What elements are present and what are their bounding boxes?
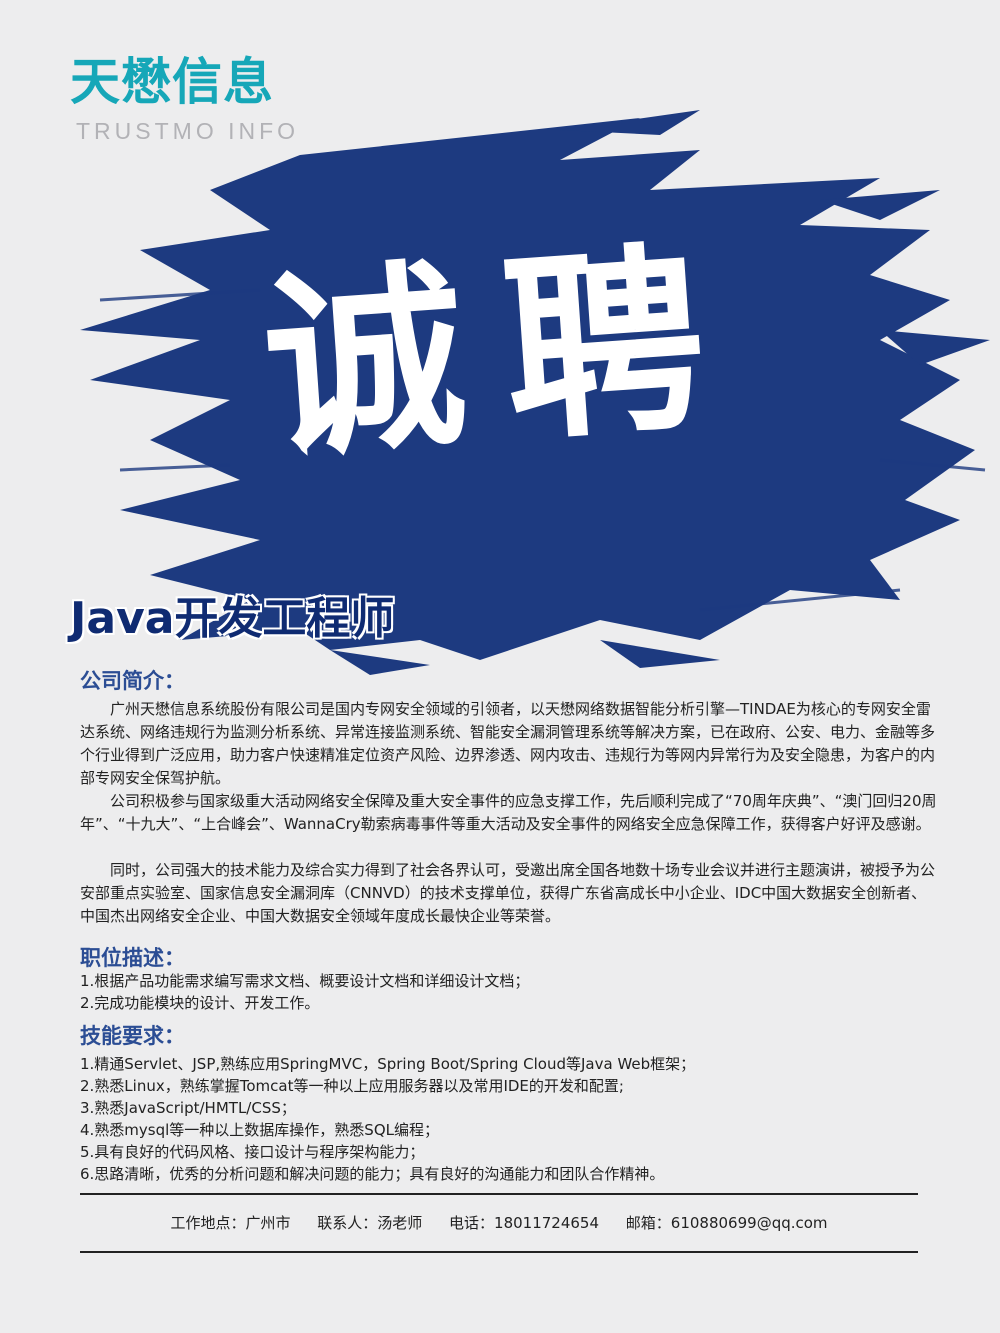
company-intro-paragraph-3: 同时，公司强大的技术能力及综合实力得到了社会各界认可，受邀出席全国各地数十场专业… [80, 861, 936, 925]
list-item: 3.熟悉JavaScript/HMTL/CSS； [80, 1099, 296, 1117]
headline-recruiting: 诚聘 [256, 218, 753, 487]
list-item: 1.根据产品功能需求编写需求文档、概要设计文档和详细设计文档； [80, 972, 530, 990]
logo-name-cn: 天懋信息 [70, 53, 274, 111]
job-description-heading: 职位描述： [80, 946, 185, 970]
company-intro-paragraph-1: 广州天懋信息系统股份有限公司是国内专网安全领域的引领者，以天懋网络数据智能分析引… [80, 700, 936, 787]
list-item: 2.完成功能模块的设计、开发工作。 [80, 994, 320, 1012]
job-title: Java开发工程师 [70, 593, 395, 644]
company-intro-paragraph-2: 公司积极参与国家级重大活动网络安全保障及重大安全事件的应急支撑工作，先后顺利完成… [80, 792, 937, 833]
contact-footer: 工作地点：广州市 联系人：汤老师 电话：18011724654 邮箱：61088… [80, 1212, 918, 1233]
list-item: 5.具有良好的代码风格、接口设计与程序架构能力； [80, 1143, 425, 1161]
company-logo: 天懋信息 TRUSTMO INFO [70, 50, 370, 150]
company-intro-heading: 公司简介： [80, 669, 185, 693]
skill-requirements-heading: 技能要求： [80, 1024, 185, 1048]
brush-stroke-banner [80, 110, 990, 675]
footer-bottom-divider [80, 1251, 918, 1253]
list-item: 1.精通Servlet、JSP,熟练应用SpringMVC，Spring Boo… [80, 1055, 696, 1073]
contact-email: 邮箱：610880699@qq.com [625, 1214, 828, 1232]
contact-phone: 电话：18011724654 [449, 1214, 600, 1232]
skill-requirements-list: 1.精通Servlet、JSP,熟练应用SpringMVC，Spring Boo… [80, 1053, 940, 1185]
work-location: 工作地点：广州市 [170, 1214, 291, 1232]
job-description-list: 1.根据产品功能需求编写需求文档、概要设计文档和详细设计文档； 2.完成功能模块… [80, 970, 940, 1014]
contact-person: 联系人：汤老师 [317, 1214, 423, 1232]
list-item: 4.熟悉mysql等一种以上数据库操作，熟悉SQL编程； [80, 1121, 439, 1139]
footer-top-divider [80, 1193, 918, 1195]
list-item: 2.熟悉Linux，熟练掌握Tomcat等一种以上应用服务器以及常用IDE的开发… [80, 1077, 624, 1095]
logo-name-en: TRUSTMO INFO [76, 118, 300, 144]
list-item: 6.思路清晰，优秀的分析问题和解决问题的能力；具有良好的沟通能力和团队合作精神。 [80, 1165, 665, 1183]
